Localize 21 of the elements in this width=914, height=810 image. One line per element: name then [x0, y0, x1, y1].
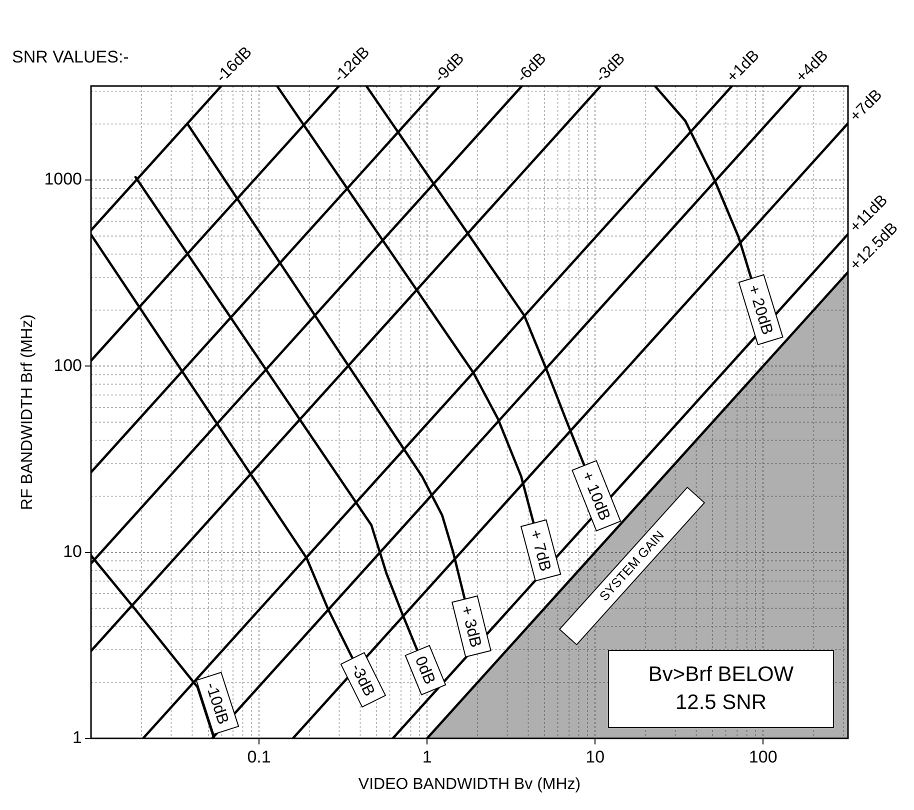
note-plate: Bv>Brf BELOW 12.5 SNR: [608, 650, 834, 728]
text: SNR VALUES:-: [12, 48, 129, 67]
text: + 3dB: [457, 604, 484, 650]
y-tick-label: 1000: [44, 170, 82, 189]
text: 0dB: [411, 654, 438, 687]
x-tick-label: 10: [586, 747, 605, 766]
y-tick-label: 100: [54, 356, 82, 375]
x-tick-label: 1: [422, 747, 432, 766]
x-tick-label: 0.1: [247, 747, 271, 766]
text: -3dB: [592, 50, 629, 86]
x-axis-title: VIDEO BANDWIDTH Bv (MHz): [358, 776, 581, 793]
text: + 7dB: [526, 528, 554, 574]
y-axis-title: RF BANDWIDTH Brf (MHz): [19, 314, 36, 510]
text: -9dB: [432, 50, 468, 86]
text: -3dB: [347, 661, 378, 700]
y-tick-label: 1: [72, 728, 82, 748]
x-tick-label: 100: [748, 747, 778, 766]
text: + 20dB: [744, 283, 776, 337]
text: -10dB: [202, 680, 232, 727]
y-tick-label: 10: [63, 542, 82, 561]
text: -6dB: [514, 50, 550, 86]
